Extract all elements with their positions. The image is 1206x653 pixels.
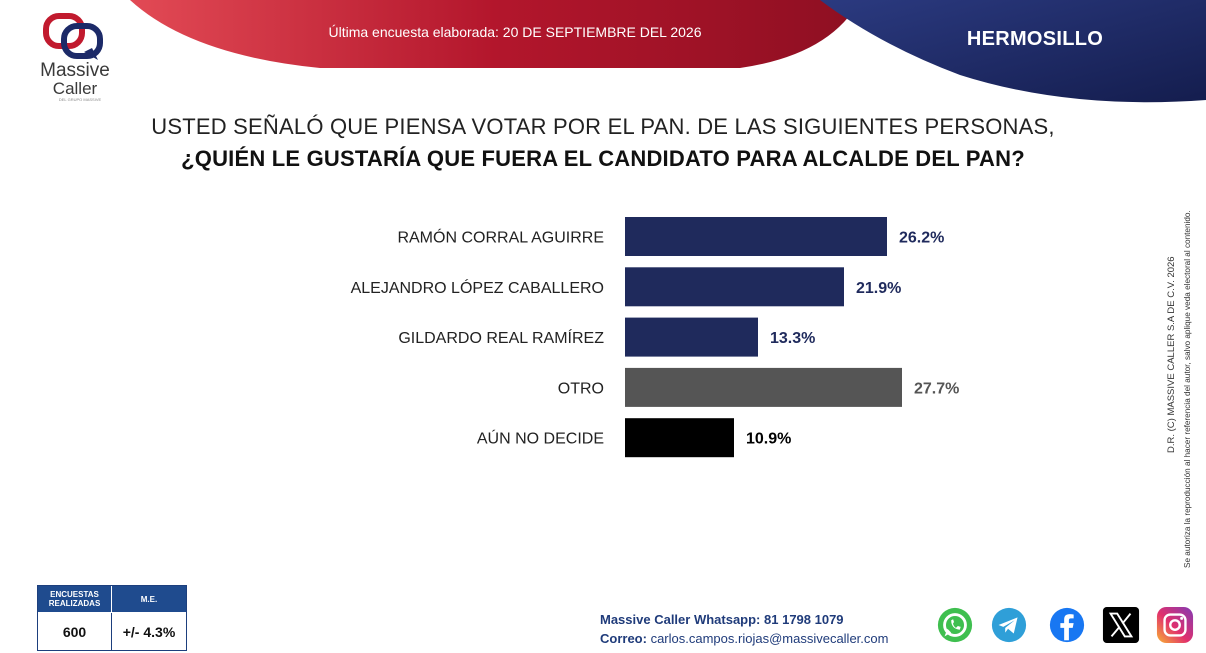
- instagram-icon[interactable]: [1156, 606, 1194, 644]
- stats-value-surveys: 600: [38, 613, 112, 650]
- header-banner: [130, 0, 1206, 103]
- header-red-shape: [130, 0, 860, 68]
- footer-email: Correo: carlos.campos.riojas@massivecall…: [600, 631, 888, 646]
- bar: [625, 217, 887, 256]
- bar: [625, 418, 734, 458]
- value-label: 13.3%: [770, 330, 815, 347]
- copyright-note: D.R. (C) MASSIVE CALLER S.A DE C.V. 2026…: [1166, 210, 1192, 568]
- telegram-icon[interactable]: [990, 606, 1028, 644]
- category-label: ALEJANDRO LÓPEZ CABALLERO: [351, 278, 604, 297]
- survey-date: Última encuesta elaborada: 20 DE SEPTIEM…: [328, 24, 702, 40]
- question-line-1: USTED SEÑALÓ QUE PIENSA VOTAR POR EL PAN…: [151, 114, 1055, 139]
- bar: [625, 367, 902, 407]
- bar: [625, 267, 844, 307]
- whatsapp-icon[interactable]: [936, 606, 974, 644]
- category-label: OTRO: [558, 380, 604, 397]
- city-label: HERMOSILLO: [966, 28, 1104, 50]
- stats-value-me: +/- 4.3%: [122, 623, 176, 640]
- copyright-line-1: D.R. (C) MASSIVE CALLER S.A DE C.V. 2026: [1166, 256, 1177, 453]
- logo-tagline: DEL GRUPO MASSIVE: [58, 97, 102, 102]
- footer-whatsapp: Massive Caller Whatsapp: 81 1798 1079: [600, 612, 844, 627]
- category-label: AÚN NO DECIDE: [477, 429, 604, 448]
- email-address[interactable]: carlos.campos.riojas@massivecaller.com: [650, 631, 889, 646]
- copyright-line-2: Se autoriza la reproducción al hacer ref…: [1183, 210, 1192, 568]
- category-label: GILDARDO REAL RAMÍREZ: [398, 328, 604, 347]
- bar: [625, 317, 758, 357]
- survey-stats-box: ENCUESTAS REALIZADAS M.E. 600 +/- 4.3%: [37, 585, 187, 651]
- value-label: 10.9%: [746, 431, 791, 448]
- question-line-2: ¿QUIÉN LE GUSTARÍA QUE FUERA EL CANDIDAT…: [181, 146, 1025, 171]
- stats-header-surveys: ENCUESTAS REALIZADAS: [38, 586, 111, 612]
- stats-header-me: M.E.: [112, 586, 186, 612]
- value-label: 21.9%: [856, 280, 901, 297]
- email-label: Correo:: [600, 631, 647, 646]
- facebook-icon[interactable]: [1048, 606, 1086, 644]
- whatsapp-label: Massive Caller Whatsapp:: [600, 612, 761, 627]
- header-navy-shape: [820, 0, 1206, 103]
- value-label: 26.2%: [899, 230, 944, 247]
- massive-caller-logo-icon: [43, 13, 103, 60]
- category-label: RAMÓN CORRAL AGUIRRE: [397, 228, 604, 247]
- logo-text-massive: Massive: [40, 60, 110, 81]
- value-label: 27.7%: [914, 380, 959, 397]
- whatsapp-number[interactable]: 81 1798 1079: [764, 612, 844, 627]
- logo-text-caller: Caller: [52, 79, 98, 98]
- x-icon[interactable]: [1102, 606, 1140, 644]
